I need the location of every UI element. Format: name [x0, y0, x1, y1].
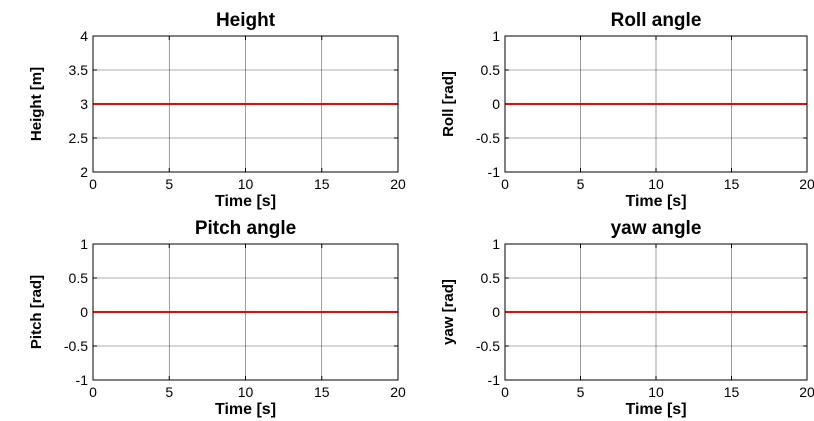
y-axis-label: Roll [rad] — [440, 71, 457, 137]
x-tick-label: 15 — [724, 176, 740, 192]
x-tick-label: 10 — [238, 384, 254, 400]
y-tick-label: -1 — [488, 372, 501, 388]
y-axis-label: Pitch [rad] — [28, 275, 45, 349]
x-tick-label: 15 — [724, 384, 740, 400]
x-tick-label: 15 — [314, 176, 330, 192]
y-tick-label: 1 — [492, 28, 500, 44]
y-tick-label: -1 — [488, 164, 501, 180]
x-tick-label: 0 — [501, 176, 509, 192]
y-tick-label: 0.5 — [481, 62, 501, 78]
x-tick-label: 5 — [165, 176, 173, 192]
subplot-1: 0 5 10 15 20 2 2.5 3 3.5 4 Height Time [s] Height [m… — [28, 10, 406, 210]
x-tick-label: 20 — [390, 384, 406, 400]
x-tick-label: 5 — [165, 384, 173, 400]
x-tick-label: 20 — [390, 176, 406, 192]
y-tick-label: -0.5 — [64, 338, 88, 354]
subplot-2: 0 5 10 15 20 -1 -0.5 0 0.5 1 Roll angle Time [s] Rol… — [440, 10, 814, 210]
subplot-title: yaw angle — [611, 218, 702, 239]
x-tick-label: 15 — [314, 384, 330, 400]
x-tick-label: 0 — [89, 384, 97, 400]
subplot-title: Roll angle — [611, 10, 702, 31]
axes-border — [92, 35, 399, 173]
x-tick-label: 20 — [799, 384, 814, 400]
x-tick-label: 10 — [648, 176, 664, 192]
y-tick-label: -0.5 — [476, 338, 500, 354]
x-axis-label: Time [s] — [215, 193, 276, 210]
y-tick-label: 0 — [492, 96, 500, 112]
x-tick-label: 0 — [501, 384, 509, 400]
x-axis-label: Time [s] — [215, 401, 276, 418]
subplot-title: Height — [216, 10, 276, 31]
subplot-4: 0 5 10 15 20 -1 -0.5 0 0.5 1 yaw angle Time [s] yaw … — [440, 218, 814, 418]
y-tick-label: 3.5 — [69, 62, 89, 78]
x-axis-label: Time [s] — [625, 401, 686, 418]
x-tick-label: 10 — [238, 176, 254, 192]
y-tick-label: 3 — [80, 96, 88, 112]
x-tick-label: 0 — [89, 176, 97, 192]
axes-border — [504, 35, 808, 173]
x-axis-label: Time [s] — [625, 193, 686, 210]
y-tick-label: 0 — [80, 304, 88, 320]
x-tick-label: 20 — [799, 176, 814, 192]
subplot-title: Pitch angle — [195, 218, 296, 239]
axes-border — [92, 243, 399, 381]
subplot-3: 0 5 10 15 20 -1 -0.5 0 0.5 1 Pitch angle Time [s] Pi… — [28, 218, 406, 418]
y-tick-label: 0.5 — [481, 270, 501, 286]
x-tick-label: 10 — [648, 384, 664, 400]
axes-border — [504, 243, 808, 381]
y-tick-label: 2 — [80, 164, 88, 180]
y-tick-label: 1 — [80, 236, 88, 252]
y-axis-label: Height [m] — [28, 67, 45, 141]
y-tick-label: -0.5 — [476, 130, 500, 146]
y-axis-label: yaw [rad] — [440, 279, 457, 345]
y-tick-label: 0.5 — [69, 270, 89, 286]
x-tick-label: 5 — [577, 176, 585, 192]
y-tick-label: -1 — [76, 372, 89, 388]
y-tick-label: 4 — [80, 28, 88, 44]
y-tick-label: 2.5 — [69, 130, 89, 146]
x-tick-label: 5 — [577, 384, 585, 400]
y-tick-label: 1 — [492, 236, 500, 252]
y-tick-label: 0 — [492, 304, 500, 320]
